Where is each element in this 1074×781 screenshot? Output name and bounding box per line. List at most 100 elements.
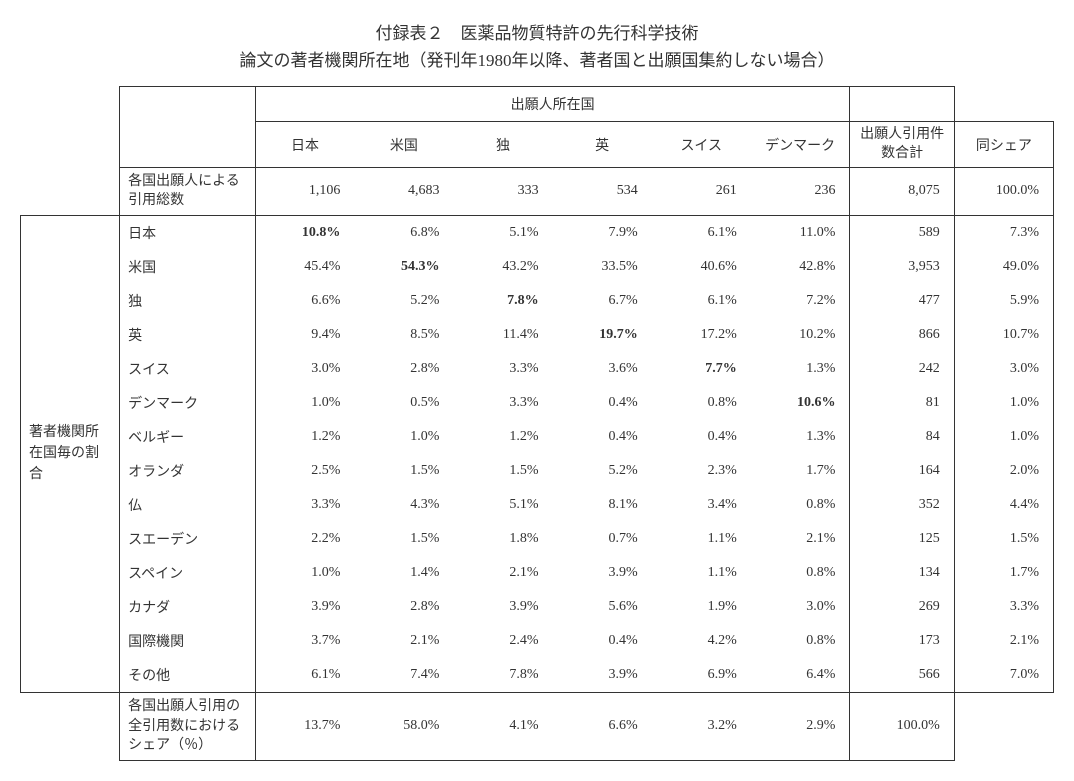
data-cell: 1.2% <box>255 420 354 454</box>
data-cell: 3.9% <box>255 590 354 624</box>
footer-cell: 4.1% <box>453 692 552 760</box>
row-label: 米国 <box>120 250 256 284</box>
data-cell: 3.4% <box>652 488 751 522</box>
footer-row-label: 各国出願人引用の全引用数におけるシェア（％） <box>120 692 256 760</box>
data-cell: 19.7% <box>553 318 652 352</box>
table-row: デンマーク1.0%0.5%3.3%0.4%0.8%10.6%811.0% <box>21 386 1054 420</box>
data-cell: 0.4% <box>652 420 751 454</box>
data-cell: 7.0% <box>954 658 1053 693</box>
data-cell: 2.3% <box>652 454 751 488</box>
data-cell: 6.7% <box>553 284 652 318</box>
data-cell: 477 <box>850 284 954 318</box>
row-label: オランダ <box>120 454 256 488</box>
data-cell: 3.0% <box>255 352 354 386</box>
data-cell: 1.4% <box>354 556 453 590</box>
row-label: スペイン <box>120 556 256 590</box>
row-label: カナダ <box>120 590 256 624</box>
footer-cell: 3.2% <box>652 692 751 760</box>
row-label: 仏 <box>120 488 256 522</box>
data-cell: 125 <box>850 522 954 556</box>
row-label: スイス <box>120 352 256 386</box>
data-cell: 2.8% <box>354 590 453 624</box>
data-cell: 1.2% <box>453 420 552 454</box>
data-cell: 1.1% <box>652 522 751 556</box>
data-cell: 2.2% <box>255 522 354 556</box>
header-row-1: 出願人所在国 <box>21 87 1054 122</box>
data-cell: 242 <box>850 352 954 386</box>
data-cell: 1.0% <box>354 420 453 454</box>
data-cell: 3.3% <box>954 590 1053 624</box>
data-cell: 4.3% <box>354 488 453 522</box>
total-cell: 236 <box>751 167 850 215</box>
data-cell: 42.8% <box>751 250 850 284</box>
table-row: 仏3.3%4.3%5.1%8.1%3.4%0.8%3524.4% <box>21 488 1054 522</box>
data-cell: 4.2% <box>652 624 751 658</box>
data-cell: 10.2% <box>751 318 850 352</box>
col-sum-header: 出願人引用件数合計 <box>850 122 954 167</box>
total-cell: 333 <box>453 167 552 215</box>
data-cell: 2.4% <box>453 624 552 658</box>
side-group-label: 著者機関所在国毎の割合 <box>21 215 120 692</box>
data-cell: 7.9% <box>553 215 652 250</box>
table-container: 付録表２ 医薬品物質特許の先行科学技術 論文の著者機関所在地（発刊年1980年以… <box>20 20 1054 761</box>
row-label: 日本 <box>120 215 256 250</box>
data-cell: 11.0% <box>751 215 850 250</box>
data-cell: 33.5% <box>553 250 652 284</box>
footer-cell: 13.7% <box>255 692 354 760</box>
title-line-2: 論文の著者機関所在地（発刊年1980年以降、著者国と出願国集約しない場合） <box>240 51 835 70</box>
row-label: デンマーク <box>120 386 256 420</box>
total-cell: 100.0% <box>954 167 1053 215</box>
data-cell: 3.0% <box>751 590 850 624</box>
data-cell: 0.4% <box>553 420 652 454</box>
data-cell: 6.1% <box>652 215 751 250</box>
data-cell: 3.0% <box>954 352 1053 386</box>
data-cell: 43.2% <box>453 250 552 284</box>
footer-row: 各国出願人引用の全引用数におけるシェア（％） 13.7% 58.0% 4.1% … <box>21 692 1054 760</box>
table-row: 著者機関所在国毎の割合日本10.8%6.8%5.1%7.9%6.1%11.0%5… <box>21 215 1054 250</box>
data-cell: 1.5% <box>354 522 453 556</box>
row-label: ベルギー <box>120 420 256 454</box>
col-header: 独 <box>453 122 552 167</box>
title-line-1: 付録表２ 医薬品物質特許の先行科学技術 <box>376 24 699 43</box>
data-cell: 5.1% <box>453 215 552 250</box>
data-cell: 84 <box>850 420 954 454</box>
data-cell: 7.4% <box>354 658 453 693</box>
data-cell: 866 <box>850 318 954 352</box>
footer-cell: 2.9% <box>751 692 850 760</box>
data-cell: 1.7% <box>751 454 850 488</box>
data-cell: 40.6% <box>652 250 751 284</box>
data-cell: 164 <box>850 454 954 488</box>
footer-cell: 6.6% <box>553 692 652 760</box>
data-cell: 566 <box>850 658 954 693</box>
data-cell: 0.4% <box>553 624 652 658</box>
data-cell: 4.4% <box>954 488 1053 522</box>
data-cell: 9.4% <box>255 318 354 352</box>
data-cell: 7.8% <box>453 284 552 318</box>
data-cell: 3.9% <box>453 590 552 624</box>
data-cell: 10.8% <box>255 215 354 250</box>
row-label: その他 <box>120 658 256 693</box>
data-cell: 2.8% <box>354 352 453 386</box>
col-header: 英 <box>553 122 652 167</box>
data-cell: 7.3% <box>954 215 1053 250</box>
table-title: 付録表２ 医薬品物質特許の先行科学技術 論文の著者機関所在地（発刊年1980年以… <box>20 20 1054 74</box>
table-row: オランダ2.5%1.5%1.5%5.2%2.3%1.7%1642.0% <box>21 454 1054 488</box>
table-row: スイス3.0%2.8%3.3%3.6%7.7%1.3%2423.0% <box>21 352 1054 386</box>
data-cell: 134 <box>850 556 954 590</box>
data-cell: 352 <box>850 488 954 522</box>
data-cell: 17.2% <box>652 318 751 352</box>
data-table: 出願人所在国 日本 米国 独 英 スイス デンマーク 出願人引用件数合計 同シェ… <box>20 86 1054 760</box>
data-cell: 8.1% <box>553 488 652 522</box>
data-cell: 3,953 <box>850 250 954 284</box>
data-cell: 6.9% <box>652 658 751 693</box>
data-cell: 3.3% <box>255 488 354 522</box>
col-header: スイス <box>652 122 751 167</box>
data-cell: 1.1% <box>652 556 751 590</box>
data-cell: 1.0% <box>954 420 1053 454</box>
data-cell: 5.9% <box>954 284 1053 318</box>
data-cell: 0.8% <box>652 386 751 420</box>
total-cell: 1,106 <box>255 167 354 215</box>
data-cell: 1.8% <box>453 522 552 556</box>
data-cell: 0.8% <box>751 488 850 522</box>
data-cell: 10.7% <box>954 318 1053 352</box>
